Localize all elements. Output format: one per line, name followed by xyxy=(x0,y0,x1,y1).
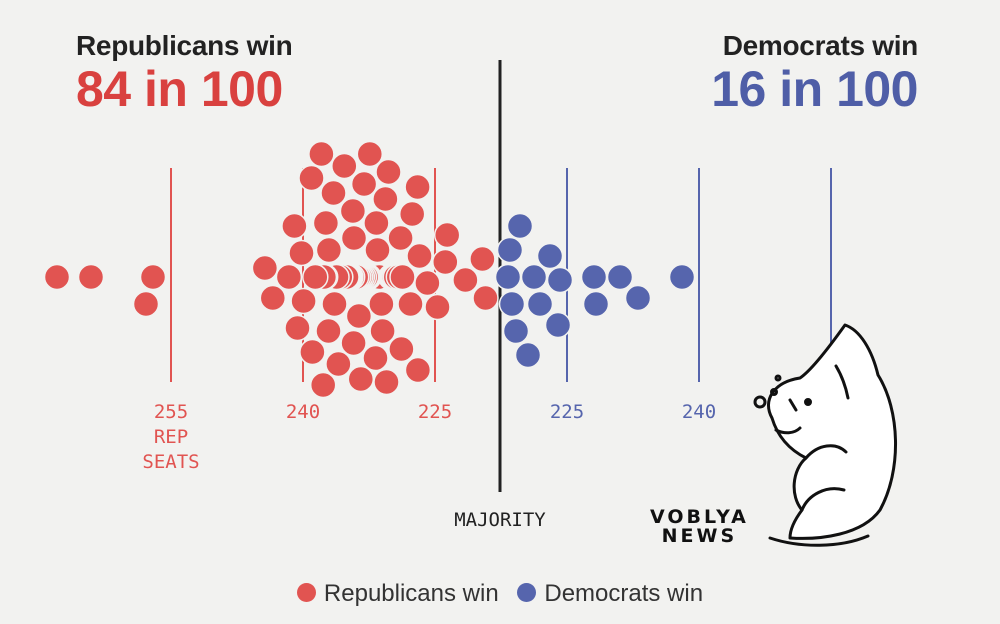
republican-outcome-dot xyxy=(362,344,389,372)
republican-outcome-dot xyxy=(424,293,451,321)
tick-label-dem-3-0: 225 xyxy=(550,401,584,423)
republican-outcome-dot xyxy=(406,242,433,270)
legend-democrats-label: Democrats win xyxy=(544,580,704,607)
democrat-outcome-dot xyxy=(514,341,542,369)
republican-outcome-dot xyxy=(373,368,400,396)
democrat-outcome-dot xyxy=(502,317,530,345)
republican-outcome-dot xyxy=(340,329,367,357)
republican-outcome-dot xyxy=(259,284,287,312)
republican-outcome-dot xyxy=(433,221,461,249)
republican-outcome-dot xyxy=(309,371,337,399)
republican-outcome-dot xyxy=(312,209,340,237)
republican-outcome-dot xyxy=(77,263,105,291)
republican-outcome-dot xyxy=(397,290,424,318)
voblya-news-logo: VOBLYA NEWS xyxy=(650,508,749,546)
republican-outcome-dot xyxy=(302,263,329,291)
republican-outcome-dot xyxy=(320,179,347,207)
logo-line1: VOBLYA xyxy=(650,506,749,528)
tick-label-rep-0-2: SEATS xyxy=(142,451,199,473)
democrat-outcome-dot xyxy=(506,212,534,240)
republican-outcome-dot xyxy=(350,170,378,198)
democrat-outcome-dot xyxy=(496,236,524,264)
republican-outcome-dot xyxy=(414,269,441,297)
democrats-odds: 16 in 100 xyxy=(711,61,918,117)
republican-outcome-dot xyxy=(347,365,375,393)
republicans-header: Republicans win 84 in 100 xyxy=(76,30,293,117)
democrats-header: Democrats win 16 in 100 xyxy=(711,30,918,116)
republican-outcome-dot xyxy=(469,245,496,273)
republican-outcome-dot xyxy=(290,287,317,315)
republican-outcome-dot xyxy=(132,290,160,318)
legend-item-republicans: Republicans win xyxy=(296,580,499,608)
republican-outcome-dot xyxy=(472,284,499,312)
republican-outcome-dot xyxy=(372,185,399,213)
democrat-outcome-dot xyxy=(544,311,572,339)
shark-mascot-icon xyxy=(753,323,898,547)
republican-outcome-dot xyxy=(404,356,432,384)
legend: Republicans win Democrats win xyxy=(0,580,1000,608)
republican-outcome-dot xyxy=(387,224,414,252)
democrat-outcome-dot xyxy=(546,266,574,294)
republican-outcome-dot xyxy=(356,140,384,168)
republican-outcome-dot xyxy=(308,140,335,168)
democrat-outcome-dot xyxy=(582,290,610,318)
republicans-win-title: Republicans win xyxy=(76,30,293,61)
tick-label-rep-0-1: REP xyxy=(154,426,188,448)
legend-item-democrats: Democrats win xyxy=(517,580,703,608)
democrat-outcome-dot xyxy=(526,290,554,318)
republican-outcome-dot xyxy=(281,212,308,240)
republican-outcome-dot xyxy=(251,254,279,282)
tick-label-rep-2-0: 225 xyxy=(418,401,452,423)
republican-outcome-dot xyxy=(432,248,459,276)
republican-outcome-dot xyxy=(325,350,352,378)
republican-outcome-dot xyxy=(288,239,315,267)
republican-outcome-dot xyxy=(369,317,396,345)
tick-label-rep-1-0: 240 xyxy=(286,401,320,423)
republican-outcome-dot xyxy=(284,314,311,342)
republican-outcome-dot xyxy=(321,290,348,318)
democrat-outcome-dot xyxy=(494,263,522,291)
tick-label-rep-0-0: 255 xyxy=(154,401,188,423)
republican-outcome-dot xyxy=(364,236,391,264)
republican-outcome-dot xyxy=(340,224,368,252)
republican-outcome-dot xyxy=(368,290,395,318)
democrat-outcome-dot xyxy=(498,290,526,318)
democrats-win-title: Democrats win xyxy=(722,30,919,61)
republican-outcome-dot xyxy=(139,263,167,291)
legend-republicans-label: Republicans win xyxy=(323,580,499,607)
republican-outcome-dot xyxy=(452,266,479,294)
republican-outcome-dot xyxy=(43,263,71,291)
republican-outcome-dot xyxy=(298,164,325,192)
republican-outcome-dot xyxy=(375,158,402,186)
democrat-outcome-dot xyxy=(624,284,652,312)
democrat-outcome-dot xyxy=(606,263,634,291)
republican-outcome-dot xyxy=(299,338,326,366)
republican-outcome-dot xyxy=(345,302,373,330)
legend-democrat-dot xyxy=(517,583,537,602)
democrat-outcome-dot xyxy=(668,263,696,291)
logo-line2: NEWS xyxy=(661,525,738,547)
republican-outcome-dot xyxy=(398,200,426,228)
democrat-outcome-dot xyxy=(536,242,564,270)
republican-outcome-dot xyxy=(363,209,390,237)
legend-republican-dot xyxy=(296,583,316,602)
tick-label-dem-4-0: 240 xyxy=(682,401,716,423)
majority-label: MAJORITY xyxy=(454,509,546,531)
republican-outcome-dot xyxy=(331,152,358,180)
republican-outcome-dot xyxy=(388,335,415,363)
republican-outcome-dot xyxy=(389,263,416,291)
republican-outcome-dot xyxy=(315,317,342,345)
republican-outcome-dot xyxy=(339,197,367,225)
republican-outcome-dot xyxy=(275,263,303,291)
democrat-outcome-dot xyxy=(520,263,548,291)
democrat-outcome-dot xyxy=(580,263,608,291)
republican-outcome-dot xyxy=(404,173,431,201)
republicans-odds: 84 in 100 xyxy=(76,61,283,117)
republican-outcome-dot xyxy=(315,236,343,264)
